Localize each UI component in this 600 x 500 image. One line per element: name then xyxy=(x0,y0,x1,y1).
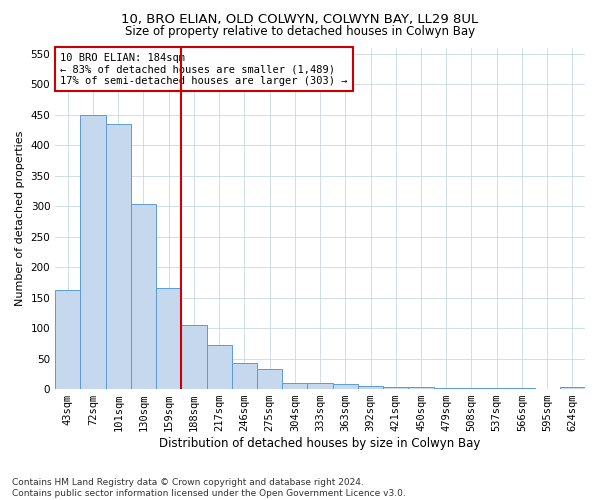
Text: Size of property relative to detached houses in Colwyn Bay: Size of property relative to detached ho… xyxy=(125,25,475,38)
Bar xyxy=(509,388,535,389)
Bar xyxy=(459,388,484,389)
Bar xyxy=(484,388,509,389)
Bar xyxy=(409,388,434,389)
Bar xyxy=(282,383,307,389)
Text: 10, BRO ELIAN, OLD COLWYN, COLWYN BAY, LL29 8UL: 10, BRO ELIAN, OLD COLWYN, COLWYN BAY, L… xyxy=(121,12,479,26)
Bar xyxy=(560,388,585,389)
Text: 10 BRO ELIAN: 184sqm
← 83% of detached houses are smaller (1,489)
17% of semi-de: 10 BRO ELIAN: 184sqm ← 83% of detached h… xyxy=(61,52,348,86)
Bar xyxy=(358,386,383,389)
Bar xyxy=(156,288,181,389)
Bar xyxy=(181,325,206,389)
Bar xyxy=(257,369,282,389)
Bar xyxy=(55,290,80,389)
Bar xyxy=(434,388,459,389)
Bar xyxy=(332,384,358,389)
Bar xyxy=(232,363,257,389)
Bar xyxy=(206,345,232,389)
X-axis label: Distribution of detached houses by size in Colwyn Bay: Distribution of detached houses by size … xyxy=(160,437,481,450)
Bar xyxy=(131,204,156,389)
Y-axis label: Number of detached properties: Number of detached properties xyxy=(15,130,25,306)
Bar xyxy=(80,114,106,389)
Text: Contains HM Land Registry data © Crown copyright and database right 2024.
Contai: Contains HM Land Registry data © Crown c… xyxy=(12,478,406,498)
Bar xyxy=(307,383,332,389)
Bar xyxy=(383,386,409,389)
Bar xyxy=(106,124,131,389)
